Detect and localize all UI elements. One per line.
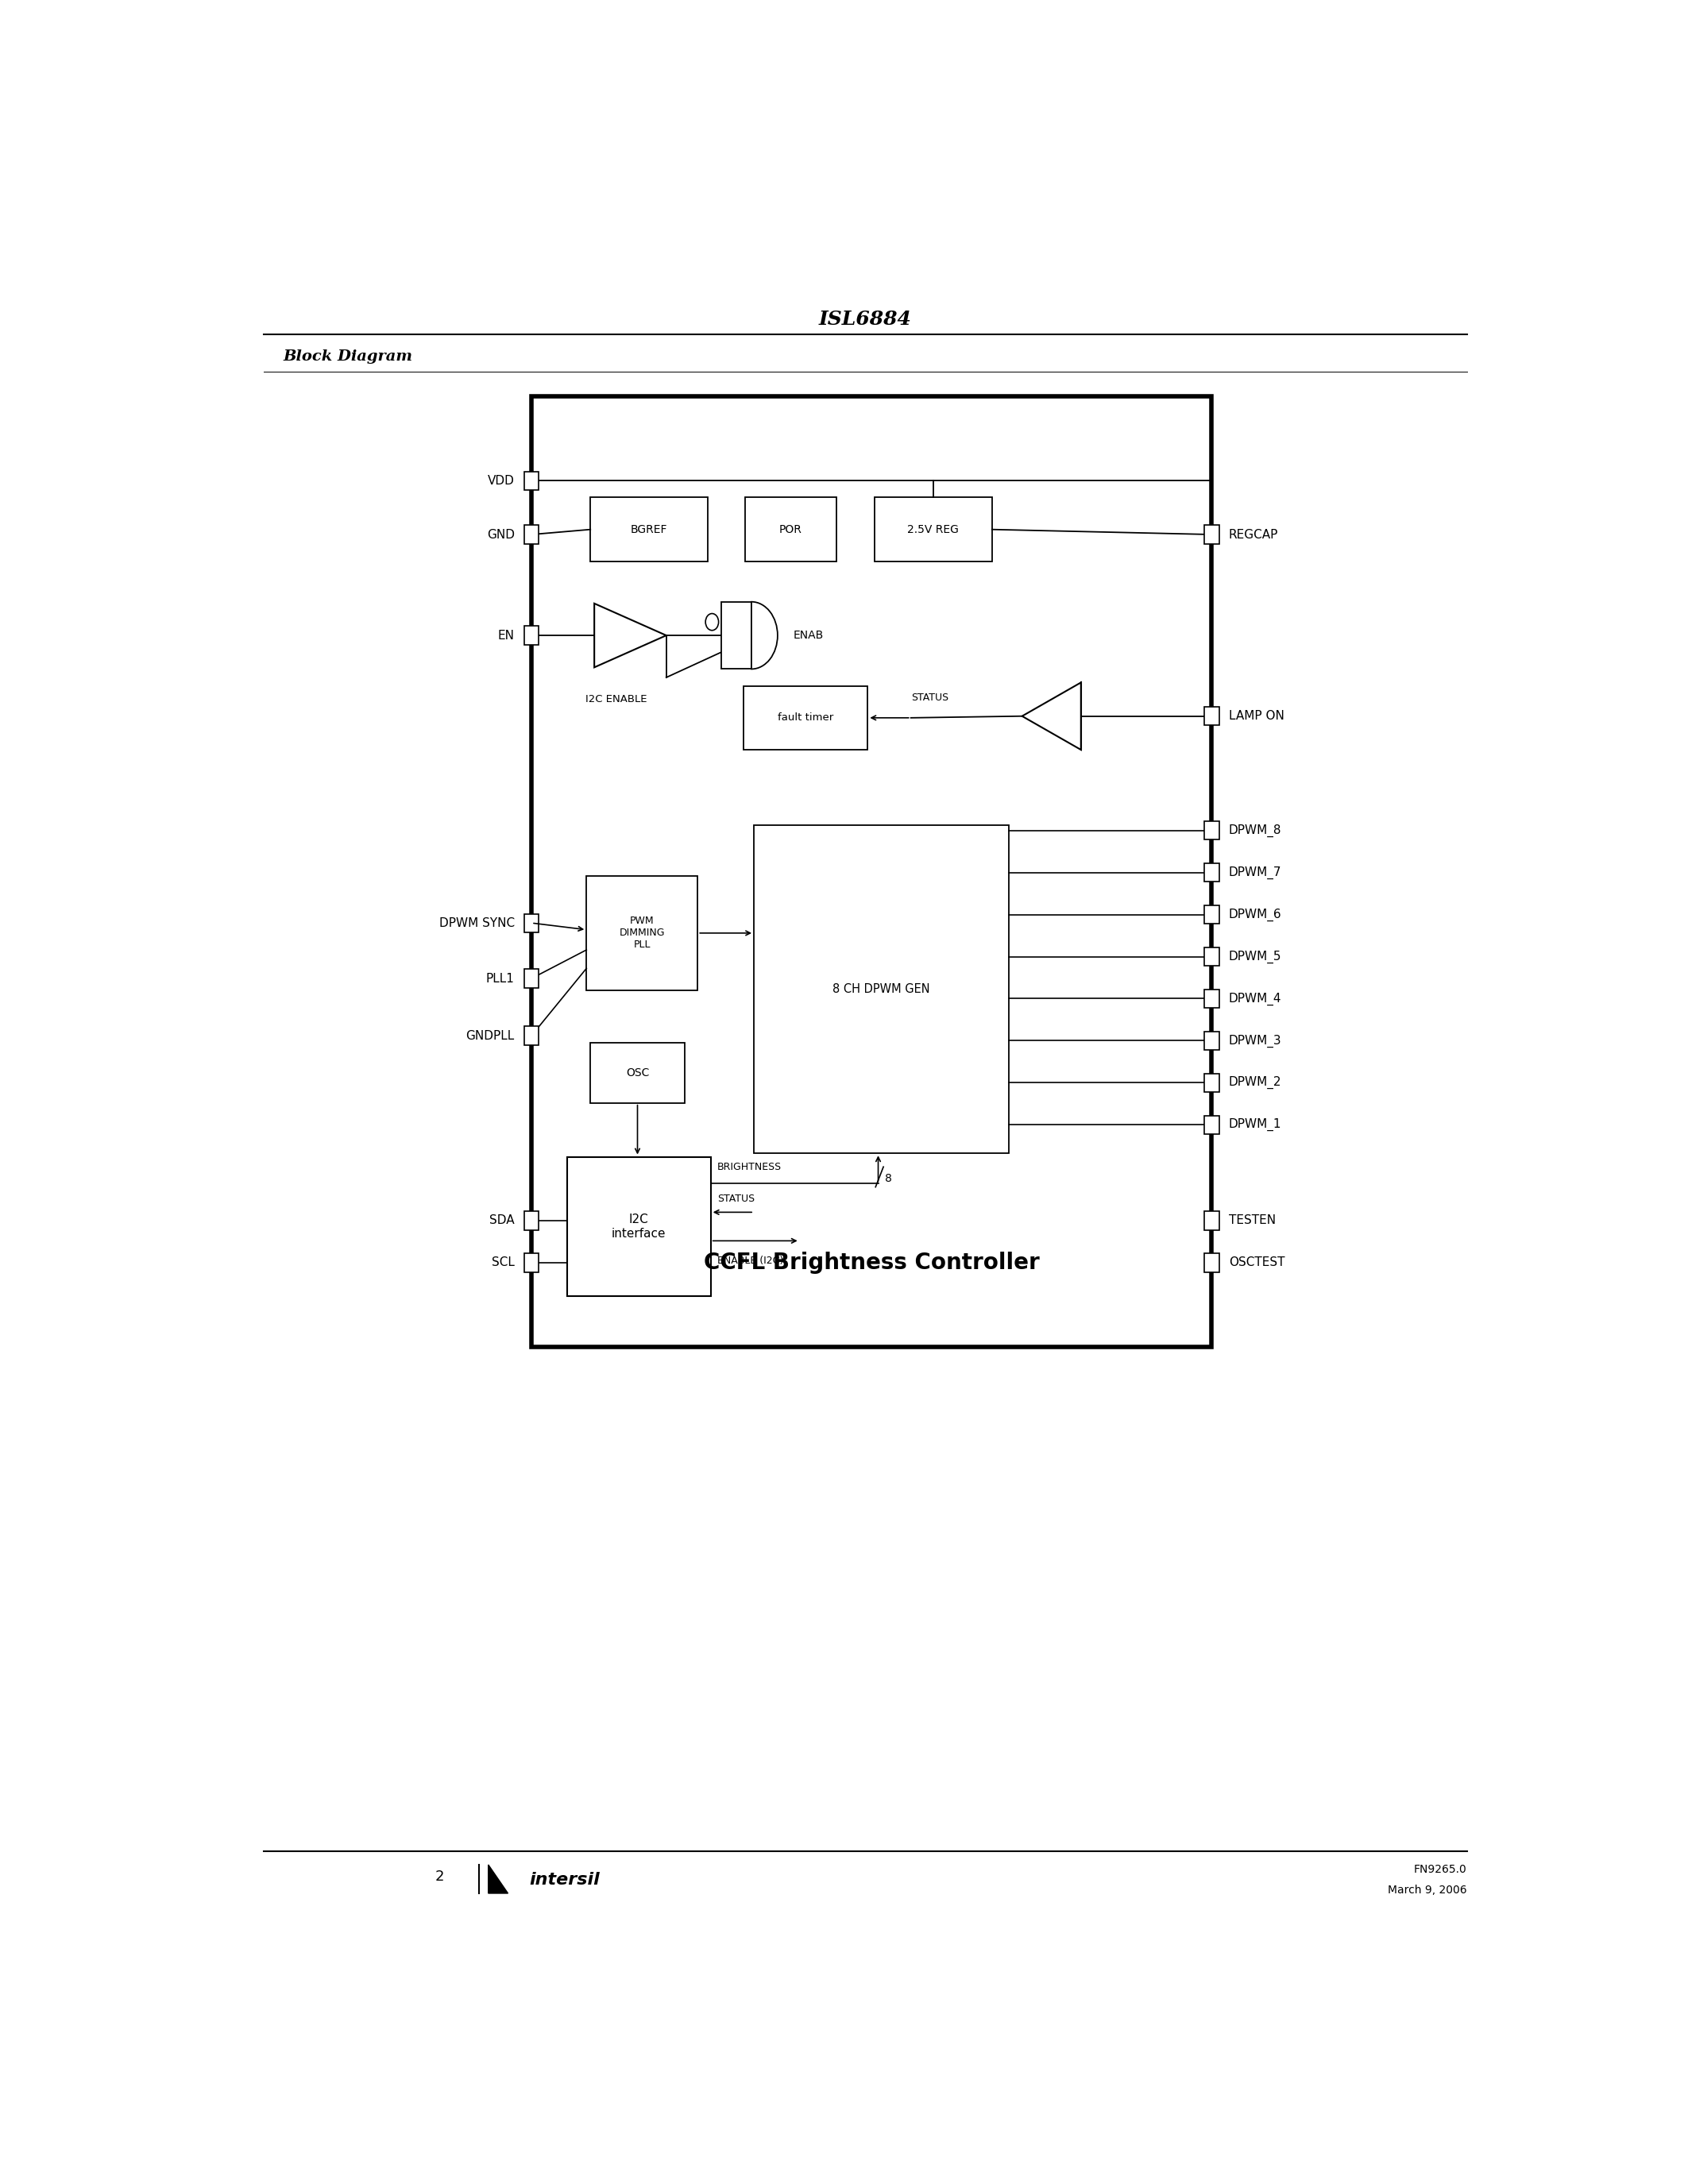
Wedge shape (751, 603, 778, 668)
FancyBboxPatch shape (525, 970, 538, 987)
Text: PWM
DIMMING
PLL: PWM DIMMING PLL (619, 915, 665, 950)
Text: ENAB: ENAB (793, 629, 824, 640)
Text: DPWM_5: DPWM_5 (1229, 950, 1281, 963)
Text: OSC: OSC (626, 1068, 650, 1079)
FancyBboxPatch shape (1205, 708, 1219, 725)
FancyBboxPatch shape (1205, 526, 1219, 544)
Text: PLL1: PLL1 (486, 972, 515, 985)
Text: EN: EN (498, 629, 515, 642)
FancyBboxPatch shape (525, 472, 538, 489)
Polygon shape (488, 1865, 508, 1894)
Text: intersil: intersil (528, 1872, 599, 1887)
Text: 8: 8 (885, 1173, 891, 1184)
Text: DPWM_4: DPWM_4 (1229, 992, 1281, 1005)
FancyBboxPatch shape (1205, 989, 1219, 1007)
FancyBboxPatch shape (525, 627, 538, 644)
FancyBboxPatch shape (525, 1026, 538, 1044)
FancyBboxPatch shape (1205, 1212, 1219, 1230)
Text: GND: GND (486, 529, 515, 539)
Text: fault timer: fault timer (778, 712, 834, 723)
Text: I2C
interface: I2C interface (611, 1214, 667, 1238)
Polygon shape (594, 603, 667, 668)
FancyBboxPatch shape (1205, 906, 1219, 924)
Text: March 9, 2006: March 9, 2006 (1388, 1885, 1467, 1896)
FancyBboxPatch shape (874, 498, 993, 561)
FancyBboxPatch shape (744, 498, 836, 561)
Text: DPWM_8: DPWM_8 (1229, 823, 1281, 836)
FancyBboxPatch shape (525, 1212, 538, 1230)
Text: SDA: SDA (490, 1214, 515, 1227)
Text: DPWM_3: DPWM_3 (1229, 1035, 1281, 1046)
Text: FN9265.0: FN9265.0 (1415, 1865, 1467, 1876)
FancyBboxPatch shape (525, 913, 538, 933)
FancyBboxPatch shape (1205, 1075, 1219, 1092)
FancyBboxPatch shape (532, 397, 1212, 1348)
FancyBboxPatch shape (567, 1158, 711, 1297)
Text: ISL6884: ISL6884 (819, 310, 912, 330)
Text: DPWM_6: DPWM_6 (1229, 909, 1281, 922)
Text: 8 CH DPWM GEN: 8 CH DPWM GEN (832, 983, 930, 996)
Text: LAMP ON: LAMP ON (1229, 710, 1285, 723)
FancyBboxPatch shape (1205, 821, 1219, 839)
FancyBboxPatch shape (1205, 863, 1219, 882)
FancyBboxPatch shape (591, 1042, 685, 1103)
Text: 2: 2 (436, 1870, 444, 1883)
Text: I2C ENABLE: I2C ENABLE (586, 695, 647, 705)
FancyBboxPatch shape (591, 498, 709, 561)
Text: BRIGHTNESS: BRIGHTNESS (717, 1162, 782, 1173)
Text: DPWM_2: DPWM_2 (1229, 1077, 1281, 1090)
Circle shape (706, 614, 719, 631)
FancyBboxPatch shape (1205, 948, 1219, 965)
FancyBboxPatch shape (525, 526, 538, 544)
Text: TESTEN: TESTEN (1229, 1214, 1276, 1227)
FancyBboxPatch shape (1205, 1031, 1219, 1051)
Text: 2.5V REG: 2.5V REG (908, 524, 959, 535)
Polygon shape (1023, 681, 1080, 749)
Text: SCL: SCL (491, 1256, 515, 1269)
Text: OSCTEST: OSCTEST (1229, 1256, 1285, 1269)
Text: VDD: VDD (488, 474, 515, 487)
Text: GNDPLL: GNDPLL (466, 1029, 515, 1042)
FancyBboxPatch shape (586, 876, 697, 989)
FancyBboxPatch shape (721, 603, 751, 668)
FancyBboxPatch shape (743, 686, 868, 749)
Text: CCFL Brightness Controller: CCFL Brightness Controller (704, 1251, 1040, 1273)
Text: ENABLE (I2C): ENABLE (I2C) (717, 1256, 783, 1267)
Text: BGREF: BGREF (631, 524, 668, 535)
Text: POR: POR (780, 524, 802, 535)
Text: Block Diagram: Block Diagram (284, 349, 412, 363)
Text: REGCAP: REGCAP (1229, 529, 1278, 539)
FancyBboxPatch shape (525, 1254, 538, 1271)
FancyBboxPatch shape (755, 826, 1009, 1153)
Text: DPWM SYNC: DPWM SYNC (439, 917, 515, 928)
Text: DPWM_7: DPWM_7 (1229, 867, 1281, 878)
FancyBboxPatch shape (1205, 1254, 1219, 1271)
Text: STATUS: STATUS (717, 1195, 755, 1203)
FancyBboxPatch shape (1205, 1116, 1219, 1133)
Text: DPWM_1: DPWM_1 (1229, 1118, 1281, 1131)
Text: STATUS: STATUS (912, 692, 949, 703)
